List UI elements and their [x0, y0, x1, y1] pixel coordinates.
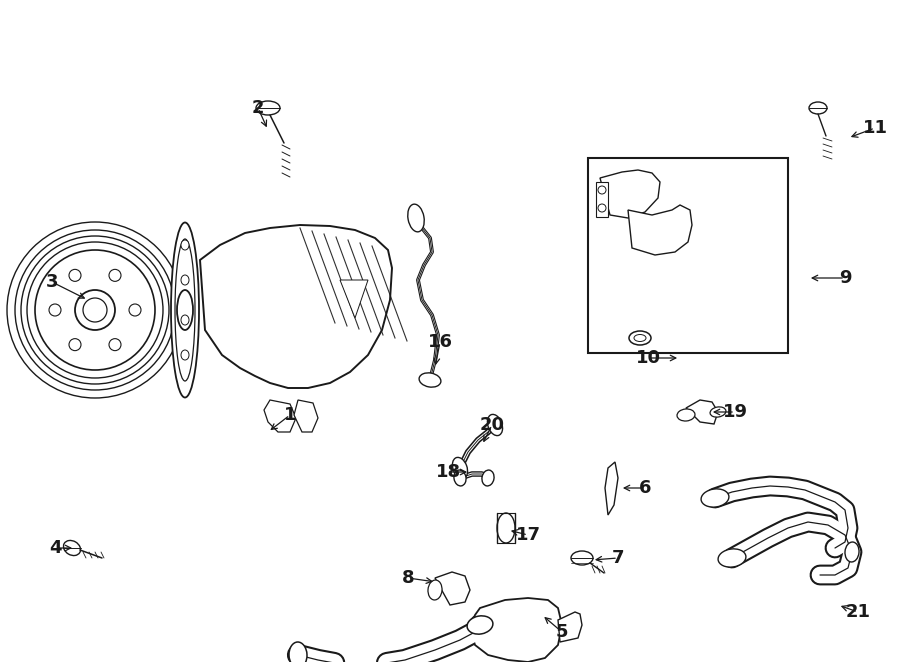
Polygon shape [340, 280, 368, 318]
Polygon shape [470, 598, 562, 662]
Circle shape [109, 269, 121, 281]
Text: 6: 6 [639, 479, 652, 497]
Ellipse shape [256, 101, 280, 115]
Text: 2: 2 [252, 99, 265, 117]
Text: 18: 18 [436, 463, 461, 481]
Text: 21: 21 [845, 603, 870, 621]
Circle shape [598, 186, 606, 194]
Ellipse shape [289, 642, 307, 662]
Text: 14: 14 [308, 661, 332, 662]
Ellipse shape [488, 414, 502, 436]
Ellipse shape [64, 540, 80, 555]
Ellipse shape [171, 222, 199, 397]
Ellipse shape [497, 513, 515, 543]
Circle shape [27, 242, 163, 378]
Polygon shape [686, 400, 718, 424]
Bar [588, 158, 788, 353]
Ellipse shape [453, 457, 468, 479]
Circle shape [7, 222, 183, 398]
Ellipse shape [710, 407, 726, 417]
Ellipse shape [181, 315, 189, 325]
Text: 4: 4 [49, 539, 61, 557]
Circle shape [15, 230, 175, 390]
Circle shape [598, 204, 606, 212]
Text: 7: 7 [612, 549, 625, 567]
Ellipse shape [175, 239, 195, 381]
Text: 3: 3 [46, 273, 58, 291]
Polygon shape [200, 225, 392, 388]
Ellipse shape [629, 331, 651, 345]
Ellipse shape [634, 334, 646, 342]
Text: 9: 9 [839, 269, 851, 287]
Polygon shape [628, 205, 692, 255]
Polygon shape [605, 462, 618, 515]
Ellipse shape [454, 470, 466, 486]
Polygon shape [294, 400, 318, 432]
Circle shape [83, 298, 107, 322]
Text: 17: 17 [516, 526, 541, 544]
Ellipse shape [467, 616, 493, 634]
Text: 11: 11 [862, 119, 887, 137]
Ellipse shape [482, 470, 494, 486]
Ellipse shape [809, 102, 827, 114]
Ellipse shape [718, 549, 746, 567]
Ellipse shape [677, 409, 695, 421]
Ellipse shape [571, 551, 593, 565]
Circle shape [75, 290, 115, 330]
Circle shape [49, 304, 61, 316]
Text: 1: 1 [284, 406, 296, 424]
Ellipse shape [419, 373, 441, 387]
Polygon shape [264, 400, 296, 432]
Circle shape [129, 304, 141, 316]
Ellipse shape [701, 489, 729, 507]
Polygon shape [600, 170, 660, 218]
Polygon shape [558, 612, 582, 642]
Text: 19: 19 [723, 403, 748, 421]
Ellipse shape [408, 204, 424, 232]
Circle shape [109, 339, 121, 351]
Bar [596, 182, 608, 217]
Circle shape [35, 250, 155, 370]
Text: 10: 10 [635, 349, 661, 367]
Ellipse shape [181, 350, 189, 360]
Circle shape [69, 339, 81, 351]
Ellipse shape [428, 580, 442, 600]
Text: 5: 5 [556, 623, 568, 641]
Polygon shape [435, 572, 470, 605]
Ellipse shape [177, 290, 193, 330]
Ellipse shape [181, 275, 189, 285]
Text: 20: 20 [480, 416, 505, 434]
Text: 16: 16 [428, 333, 453, 351]
Ellipse shape [845, 542, 859, 562]
Ellipse shape [181, 240, 189, 250]
Circle shape [21, 236, 169, 384]
Circle shape [69, 269, 81, 281]
Text: 8: 8 [401, 569, 414, 587]
